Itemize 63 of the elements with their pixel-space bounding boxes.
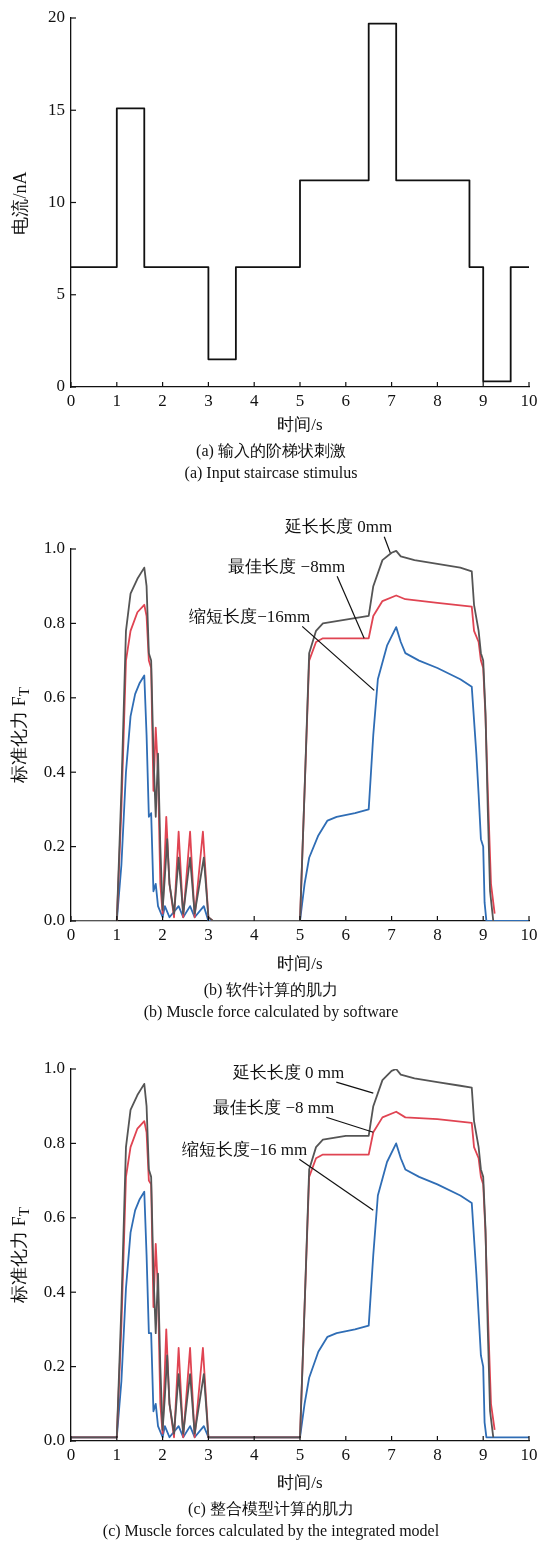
x-tick-label: 8 bbox=[433, 1444, 442, 1464]
x-axis-title: 时间/s bbox=[277, 954, 323, 974]
annotation: 最佳长度 −8 mm bbox=[213, 1097, 335, 1117]
x-tick-label: 2 bbox=[158, 924, 167, 944]
x-tick-label: 1 bbox=[112, 924, 122, 944]
y-tick-label: 0.4 bbox=[43, 761, 66, 781]
y-tick-label: 0.6 bbox=[43, 687, 65, 707]
annotation: 延长长度 0mm bbox=[284, 517, 393, 537]
x-tick-label: 6 bbox=[341, 924, 351, 944]
y-tick-label: 0 bbox=[56, 376, 65, 396]
x-tick-label: 9 bbox=[478, 1444, 488, 1464]
x-tick-label: 4 bbox=[249, 924, 259, 944]
x-tick-label: 10 bbox=[520, 924, 538, 944]
x-axis-title: 时间/s bbox=[277, 415, 323, 435]
x-tick-label: 2 bbox=[158, 390, 167, 410]
x-tick-label: 10 bbox=[520, 1444, 538, 1464]
y-tick-label: 15 bbox=[48, 99, 65, 119]
y-tick-label: 1.0 bbox=[43, 538, 65, 558]
y-tick-label: 0.6 bbox=[43, 1207, 65, 1227]
y-tick-label: 0.8 bbox=[43, 612, 65, 632]
y-tick-label: 0.8 bbox=[43, 1132, 65, 1152]
x-tick-label: 3 bbox=[204, 924, 213, 944]
x-tick-label: 9 bbox=[478, 924, 488, 944]
x-tick-label: 8 bbox=[433, 390, 442, 410]
y-tick-label: 10 bbox=[48, 191, 65, 211]
y-tick-label: 20 bbox=[48, 7, 65, 27]
y-tick-label: 0.0 bbox=[43, 910, 65, 930]
annotation: 最佳长度 −8mm bbox=[228, 556, 346, 576]
x-tick-label: 2 bbox=[158, 1444, 167, 1464]
x-tick-label: 7 bbox=[387, 1444, 397, 1464]
x-tick-label: 6 bbox=[341, 390, 351, 410]
y-tick-label: 0.2 bbox=[43, 1356, 65, 1376]
annotation: 缩短长度−16mm bbox=[189, 606, 311, 626]
text: (b) Muscle force calculated by software bbox=[142, 1002, 400, 1023]
x-tick-label: 5 bbox=[295, 390, 305, 410]
text: (c) Muscle forces calculated by the integrated model bbox=[101, 1521, 441, 1542]
x-tick-label: 9 bbox=[478, 390, 488, 410]
x-tick-label: 3 bbox=[204, 1444, 213, 1464]
annotation: 延长长度 0 mm bbox=[231, 1062, 345, 1082]
x-axis-title: 时间/s bbox=[277, 1473, 323, 1493]
x-tick-label: 7 bbox=[387, 924, 397, 944]
text: (a) 输入的阶梯状刺激 bbox=[195, 441, 347, 462]
y-tick-label: 1.0 bbox=[43, 1058, 65, 1078]
x-tick-label: 4 bbox=[249, 390, 259, 410]
x-tick-label: 1 bbox=[112, 390, 122, 410]
text: (b) 软件计算的肌力 bbox=[202, 980, 340, 1001]
x-tick-label: 4 bbox=[249, 1444, 259, 1464]
y-axis-title: 电流/nA bbox=[9, 171, 31, 234]
x-tick-label: 7 bbox=[387, 390, 397, 410]
y-tick-label: 5 bbox=[56, 284, 65, 304]
x-tick-label: 6 bbox=[341, 1444, 351, 1464]
x-tick-label: 5 bbox=[295, 1444, 305, 1464]
x-tick-label: 1 bbox=[112, 1444, 122, 1464]
text: (c) 整合模型计算的肌力 bbox=[187, 1499, 355, 1520]
x-tick-label: 5 bbox=[295, 924, 305, 944]
x-tick-label: 3 bbox=[204, 390, 213, 410]
x-tick-label: 10 bbox=[520, 390, 538, 410]
annotation: 缩短长度−16 mm bbox=[181, 1139, 308, 1159]
text: (a) Input staircase stimulus bbox=[183, 463, 359, 484]
y-tick-label: 0.4 bbox=[43, 1281, 66, 1301]
x-tick-label: 8 bbox=[433, 924, 442, 944]
y-tick-label: 0.0 bbox=[43, 1430, 65, 1450]
y-tick-label: 0.2 bbox=[43, 836, 65, 856]
